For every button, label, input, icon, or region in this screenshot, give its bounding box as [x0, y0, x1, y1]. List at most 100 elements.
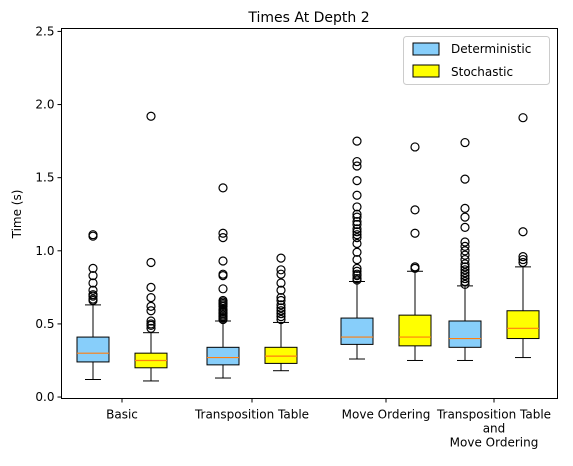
outlier-point [352, 161, 362, 171]
outlier-point [460, 246, 470, 256]
iqr-box [398, 314, 432, 347]
outlier-point [218, 256, 228, 266]
outlier-point [146, 257, 156, 268]
outlier-point [518, 254, 528, 265]
y-tick-label: 2.0 [35, 98, 54, 112]
outlier-point [88, 290, 98, 300]
outlier-point [460, 174, 470, 184]
outlier-point [460, 276, 470, 287]
plot-frame [61, 28, 558, 399]
outlier-point [460, 254, 470, 265]
outlier-point [352, 230, 362, 240]
outlier-point [146, 316, 156, 326]
y-axis-label: Time (s) [10, 190, 24, 240]
outlier-point [352, 266, 362, 276]
outlier-point [460, 265, 470, 275]
outlier-point [460, 137, 470, 148]
outlier-point [352, 263, 362, 273]
outlier-point [352, 269, 362, 279]
outlier-point [460, 222, 470, 232]
outlier-point [146, 111, 156, 121]
x-tick-label: Move Ordering [450, 436, 539, 450]
outlier-point [146, 319, 156, 329]
outlier-point [88, 271, 98, 281]
axes: 0.0 0.5 1.0 1.5 2.0 2.5 Basic Transposition Tab… [35, 24, 551, 449]
box-stochastic-2 [264, 253, 298, 372]
y-tick-label: 1.0 [35, 244, 54, 258]
iqr-box [506, 310, 540, 340]
legend-label-stochastic: Stochastic [451, 65, 513, 79]
x-tick-label: Transposition Table [194, 408, 309, 422]
box-stochastic-1 [134, 111, 168, 382]
outlier-point [88, 294, 98, 304]
outlier-point [352, 212, 362, 222]
legend: Deterministic Stochastic [403, 36, 550, 85]
outlier-point [276, 314, 286, 325]
iqr-box [340, 317, 374, 345]
outlier-point [146, 292, 156, 303]
outlier-point [460, 262, 470, 272]
outlier-point [276, 292, 286, 303]
outlier-point [276, 269, 286, 279]
outlier-point [352, 247, 362, 257]
x-tick-label: Move Ordering [342, 408, 431, 422]
box-deterministic-1 [76, 230, 110, 380]
outlier-point [410, 142, 420, 152]
outlier-point [460, 271, 470, 281]
outlier-point [460, 237, 470, 247]
plot-area [76, 111, 540, 382]
iqr-box [76, 336, 110, 363]
x-tick-label: Transposition Table [436, 408, 551, 422]
outlier-point [460, 250, 470, 260]
outlier-point [276, 265, 286, 275]
outlier-point [218, 295, 228, 306]
outlier-point [410, 205, 420, 215]
outlier-point [276, 285, 286, 295]
outlier-point [276, 306, 286, 316]
outlier-point [88, 263, 98, 273]
outlier-point [276, 253, 286, 263]
outlier-point [460, 273, 470, 284]
outlier-point [276, 295, 286, 306]
box-deterministic-3 [340, 136, 374, 360]
x-tick-label: and [483, 422, 506, 436]
chart-title: Times At Depth 2 [247, 10, 369, 26]
outlier-point [146, 282, 156, 292]
outlier-point [352, 219, 362, 230]
outlier-point [146, 301, 156, 311]
outlier-point [352, 190, 362, 200]
outlier-point [276, 309, 286, 319]
outlier-point [352, 273, 362, 284]
outlier-point [88, 230, 98, 240]
outlier-point [276, 278, 286, 288]
iqr-box [448, 320, 482, 348]
iqr-box [206, 346, 240, 366]
outlier-point [218, 304, 228, 314]
outlier-point [88, 278, 98, 288]
outlier-point [218, 284, 228, 294]
outlier-point [218, 233, 228, 243]
outlier-point [352, 254, 362, 265]
outlier-point [146, 306, 156, 316]
outlier-point [518, 257, 528, 268]
box-deterministic-4 [448, 137, 482, 361]
legend-swatch-deterministic [412, 42, 440, 56]
outlier-point [460, 268, 470, 278]
box-stochastic-4 [506, 113, 540, 359]
outlier-point [352, 209, 362, 219]
outlier-point [460, 279, 470, 290]
outlier-point [352, 156, 362, 167]
outlier-point [352, 175, 362, 186]
outlier-point [352, 233, 362, 243]
y-tick-label: 1.5 [35, 171, 54, 185]
legend-label-deterministic: Deterministic [451, 42, 531, 56]
box-stochastic-3 [398, 142, 432, 361]
outlier-point [460, 212, 470, 222]
y-tick-label: 0.0 [35, 390, 54, 404]
outlier-point [410, 228, 420, 238]
outlier-point [352, 227, 362, 237]
outlier-point [88, 285, 98, 295]
outlier-point [518, 227, 528, 237]
outlier-point [146, 323, 156, 333]
box-deterministic-2 [206, 183, 240, 379]
